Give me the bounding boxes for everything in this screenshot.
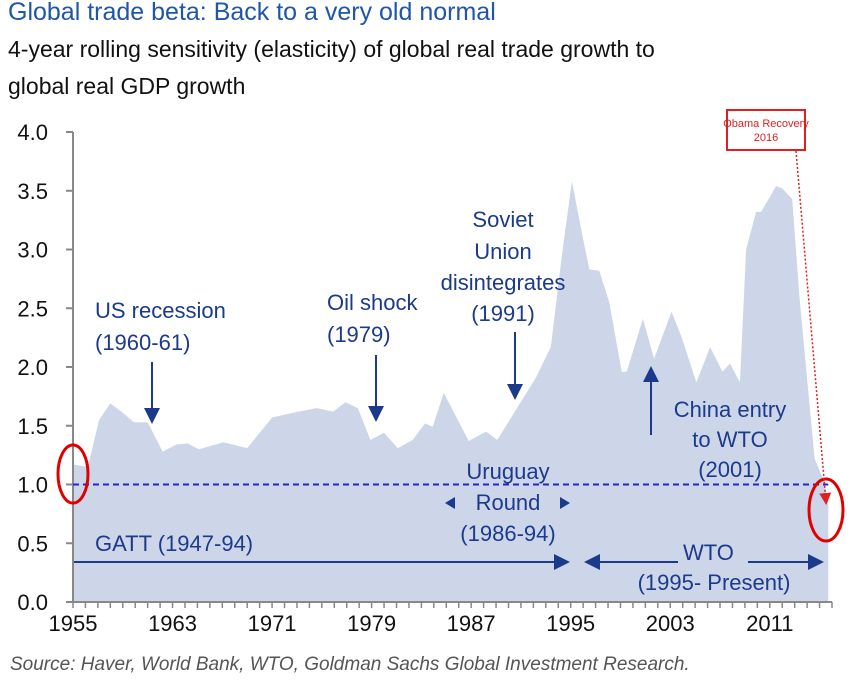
annotation-gatt: GATT (1947-94) xyxy=(95,531,253,556)
y-tick-label: 1.0 xyxy=(17,473,48,498)
x-tick-label: 1995 xyxy=(546,611,595,636)
annotation-china-2: to WTO xyxy=(692,427,767,452)
annotation-us-recession-years: (1960-61) xyxy=(95,330,190,355)
highlight-circle-2016 xyxy=(807,477,845,543)
annotation-uruguay-1: Uruguay xyxy=(466,459,549,484)
x-tick-label: 2003 xyxy=(646,611,695,636)
y-tick-label: 3.0 xyxy=(17,238,48,263)
y-tick-label: 3.5 xyxy=(17,179,48,204)
y-tick-label: 0.0 xyxy=(17,590,48,615)
y-tick-label: 2.0 xyxy=(17,355,48,380)
area-series xyxy=(73,181,829,603)
callout-obama-box xyxy=(726,109,806,151)
annotation-china-3: (2001) xyxy=(698,457,762,482)
x-tick-label: 1971 xyxy=(248,611,297,636)
annotation-soviet-3: disintegrates xyxy=(441,270,566,295)
annotation-soviet-4: (1991) xyxy=(471,301,535,326)
source-note: Source: Haver, World Bank, WTO, Goldman … xyxy=(10,654,690,675)
annotation-china-1: China entry xyxy=(674,397,787,422)
chart-subtitle-line-2: global real GDP growth xyxy=(8,73,245,99)
x-tick-label: 1979 xyxy=(347,611,396,636)
annotation-wto-years: (1995- Present) xyxy=(638,570,791,595)
callout-obama-1: Obama Recovery xyxy=(723,118,809,130)
annotation-uruguay-3: (1986-94) xyxy=(460,521,555,546)
y-axis: 0.0 0.5 1.0 1.5 2.0 2.5 3.0 3.5 4.0 xyxy=(17,120,74,615)
annotation-uruguay-2: Round xyxy=(476,490,541,515)
annotation-soviet-2: Union xyxy=(474,239,531,264)
x-axis: 1955 1963 1971 1979 1987 1995 2003 2011 xyxy=(49,601,833,636)
x-tick-label: 2011 xyxy=(746,611,793,636)
x-tick-label: 1987 xyxy=(447,611,496,636)
y-tick-label: 4.0 xyxy=(17,120,48,145)
chart-subtitle-line-1: 4-year rolling sensitivity (elasticity) … xyxy=(8,36,655,62)
highlight-circle-1955 xyxy=(56,443,90,505)
annotation-soviet-1: Soviet xyxy=(472,207,533,232)
annotation-oil-shock-year: (1979) xyxy=(327,322,391,347)
y-tick-label: 0.5 xyxy=(17,531,48,556)
callout-obama-pointer xyxy=(795,150,832,505)
y-tick-label: 2.5 xyxy=(17,296,48,321)
y-tick-label: 1.5 xyxy=(17,414,48,439)
annotation-wto: WTO xyxy=(683,540,734,565)
x-tick-label: 1963 xyxy=(148,611,197,636)
annotation-us-recession: US recession xyxy=(95,298,226,323)
callout-obama-2: 2016 xyxy=(754,132,778,144)
chart-title: Global trade beta: Back to a very old no… xyxy=(8,0,496,26)
x-tick-label: 1955 xyxy=(49,611,98,636)
annotation-oil-shock: Oil shock xyxy=(327,290,418,315)
